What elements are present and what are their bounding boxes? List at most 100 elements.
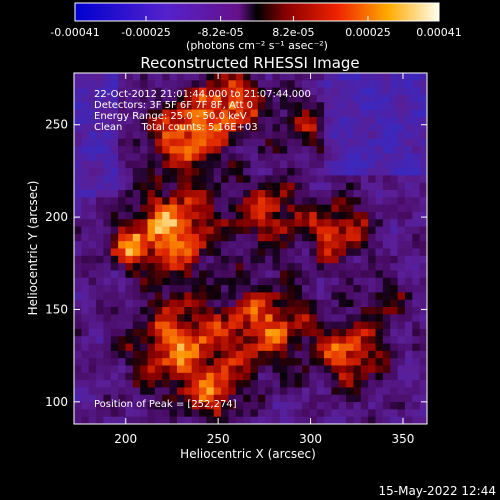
- heatmap-cell: [184, 358, 193, 366]
- heatmap-cell: [96, 299, 104, 308]
- heatmap-cell: [419, 299, 428, 308]
- heatmap-cell: [228, 270, 237, 279]
- colorbar-frame: [74, 2, 440, 22]
- heatmap-cell: [118, 328, 126, 337]
- heatmap-cell: [81, 102, 90, 110]
- heatmap-cell: [301, 343, 310, 352]
- heatmap-cell: [235, 87, 244, 96]
- heatmap-cell: [88, 343, 97, 352]
- heatmap-cell: [294, 131, 303, 140]
- heatmap-cell: [375, 124, 384, 132]
- heatmap-cell: [272, 255, 281, 264]
- heatmap-cell: [96, 175, 104, 184]
- heatmap-cell: [140, 358, 148, 366]
- heatmap-cell: [316, 372, 325, 381]
- heatmap-cell: [176, 87, 185, 96]
- heatmap-cell: [154, 94, 163, 103]
- heatmap-cell: [176, 131, 185, 140]
- footer-date: 15-May-2022 12:44: [379, 484, 496, 498]
- heatmap-cell: [324, 299, 332, 308]
- heatmap-cell: [368, 299, 376, 308]
- heatmap-cell: [235, 248, 244, 257]
- heatmap-cell: [118, 87, 126, 96]
- heatmap-cell: [213, 350, 222, 359]
- heatmap-cell: [331, 299, 340, 308]
- heatmap-cell: [294, 255, 303, 264]
- heatmap-cell: [265, 285, 273, 293]
- heatmap-cell: [169, 307, 178, 315]
- heatmap-cell: [184, 138, 193, 147]
- heatmap-cell: [213, 372, 222, 381]
- heatmap-cell: [287, 131, 296, 140]
- heatmap-cell: [353, 160, 362, 169]
- heatmap-cell: [412, 131, 421, 140]
- heatmap-cell: [191, 168, 200, 176]
- heatmap-cell: [360, 116, 369, 125]
- heatmap-cell: [382, 109, 391, 118]
- heatmap-cell: [162, 138, 170, 147]
- heatmap-cell: [257, 168, 266, 176]
- heatmap-cell: [228, 277, 237, 286]
- heatmap-cell: [103, 146, 112, 154]
- heatmap-cell: [309, 168, 318, 176]
- heatmap-cell: [338, 146, 347, 154]
- heatmap-cell: [199, 416, 207, 425]
- heatmap-cell: [110, 73, 119, 81]
- heatmap-cell: [162, 255, 170, 264]
- heatmap-cell: [419, 416, 428, 425]
- heatmap-cell: [88, 160, 97, 169]
- heatmap-cell: [316, 102, 325, 110]
- heatmap-cell: [250, 299, 259, 308]
- heatmap-cell: [140, 204, 148, 213]
- heatmap-cell: [169, 255, 178, 264]
- heatmap-cell: [103, 285, 112, 293]
- heatmap-cell: [213, 307, 222, 315]
- heatmap-cell: [279, 292, 288, 301]
- heatmap-cell: [353, 241, 362, 249]
- heatmap-cell: [390, 307, 398, 315]
- heatmap-cell: [338, 255, 347, 264]
- heatmap-cell: [390, 365, 398, 374]
- heatmap-cell: [206, 409, 215, 418]
- heatmap-cell: [265, 102, 273, 110]
- heatmap-cell: [228, 226, 237, 235]
- heatmap-cell: [397, 146, 406, 154]
- heatmap-cell: [118, 307, 126, 315]
- heatmap-cell: [257, 336, 266, 344]
- heatmap-cell: [132, 263, 141, 271]
- heatmap-cell: [162, 387, 170, 396]
- heatmap-cell: [184, 131, 193, 140]
- heatmap-cell: [206, 226, 215, 235]
- heatmap-cell: [221, 153, 229, 162]
- heatmap-cell: [88, 394, 97, 403]
- heatmap-cell: [140, 328, 148, 337]
- heatmap-cell: [191, 321, 200, 330]
- heatmap-cell: [169, 248, 178, 257]
- heatmap-cell: [140, 102, 148, 110]
- heatmap-cell: [103, 270, 112, 279]
- heatmap-cell: [169, 328, 178, 337]
- heatmap-cell: [294, 102, 303, 110]
- heatmap-cell: [125, 380, 134, 388]
- heatmap-cell: [96, 211, 104, 220]
- heatmap-cell: [419, 226, 428, 235]
- heatmap-cell: [213, 190, 222, 198]
- heatmap-cell: [140, 255, 148, 264]
- heatmap-cell: [279, 233, 288, 242]
- heatmap-cell: [154, 168, 163, 176]
- heatmap-cell: [228, 175, 237, 184]
- heatmap-cell: [324, 402, 332, 410]
- heatmap-cell: [353, 299, 362, 308]
- heatmap-cell: [132, 190, 141, 198]
- heatmap-cell: [279, 321, 288, 330]
- heatmap-cell: [368, 358, 376, 366]
- heatmap-cell: [132, 241, 141, 249]
- heatmap-cell: [213, 394, 222, 403]
- heatmap-cell: [228, 314, 237, 323]
- heatmap-cell: [375, 109, 384, 118]
- heatmap-cell: [397, 328, 406, 337]
- heatmap-cell: [235, 73, 244, 81]
- heatmap-cell: [404, 350, 413, 359]
- heatmap-cell: [338, 336, 347, 344]
- heatmap-cell: [243, 416, 251, 425]
